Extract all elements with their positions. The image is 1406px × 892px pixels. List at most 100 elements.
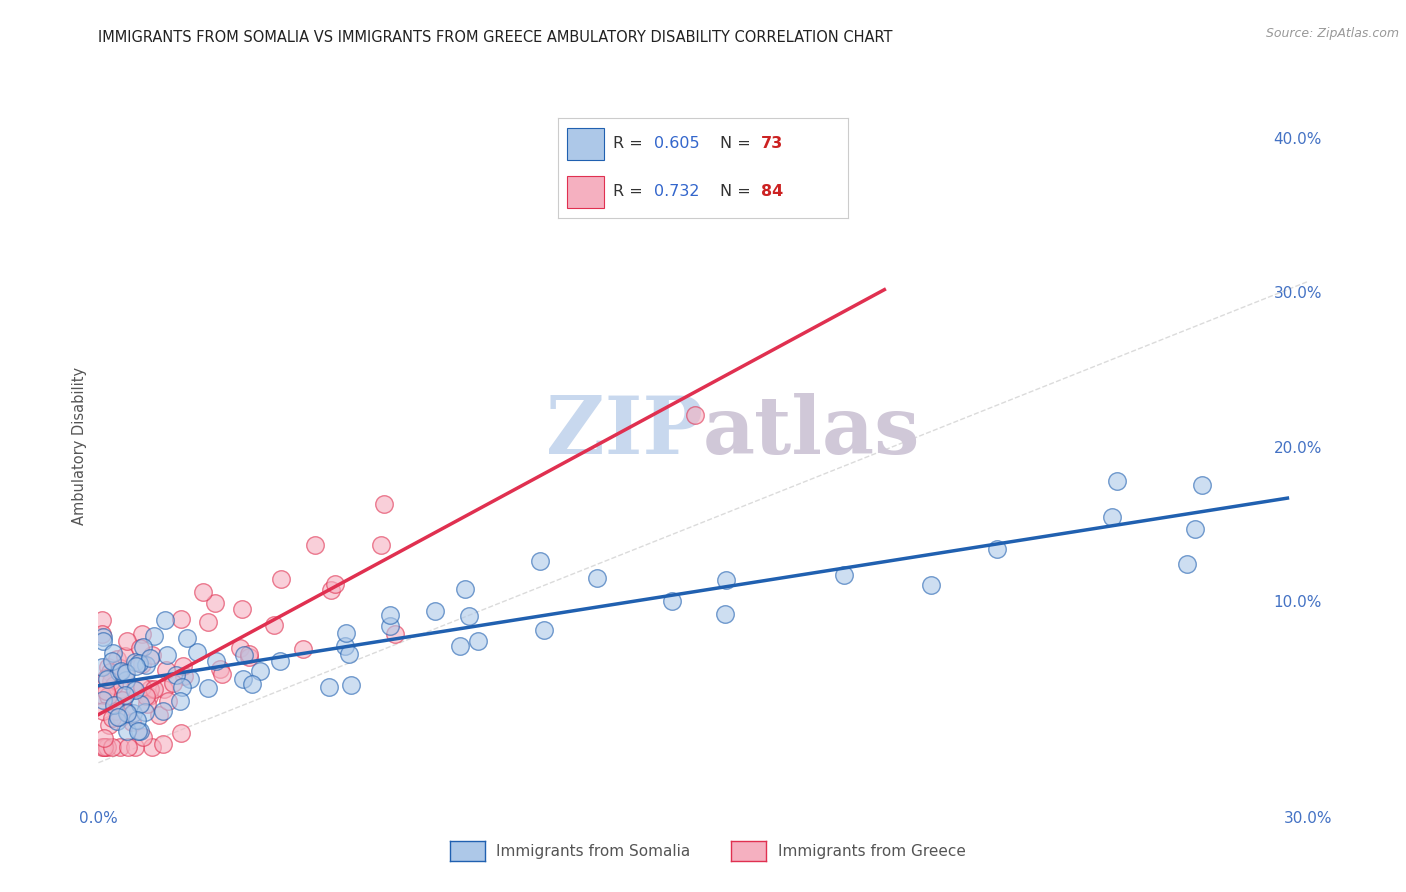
Point (170, 732, 193, 747)
Point (232, 671, 254, 685)
Point (191, 717, 214, 731)
Text: Immigrants from Greece: Immigrants from Greece (778, 845, 966, 859)
Text: 0.732: 0.732 (654, 184, 699, 199)
Point (176, 670, 198, 684)
Point (197, 677, 219, 691)
Point (240, 655, 263, 669)
Point (186, 688, 208, 702)
Point (191, 699, 214, 714)
Text: N =: N = (720, 184, 756, 199)
Point (173, 657, 195, 671)
Point (214, 732, 236, 747)
Point (177, 705, 200, 719)
Point (613, 571, 636, 585)
Point (169, 610, 191, 624)
Point (211, 677, 233, 691)
Point (195, 709, 218, 723)
Text: 73: 73 (761, 136, 783, 152)
Point (204, 654, 226, 668)
Point (302, 673, 325, 687)
Point (211, 684, 233, 698)
Point (295, 667, 318, 681)
Point (198, 732, 221, 747)
Point (224, 698, 246, 713)
Point (170, 732, 193, 747)
Point (247, 667, 270, 681)
Point (239, 720, 262, 734)
Text: 0.605: 0.605 (654, 136, 699, 152)
Point (202, 691, 225, 706)
Y-axis label: Ambulatory Disability: Ambulatory Disability (72, 371, 87, 530)
Point (468, 602, 491, 616)
Point (215, 677, 238, 691)
Point (186, 660, 208, 674)
Point (1083, 477, 1105, 491)
Point (294, 600, 316, 615)
Point (498, 607, 520, 622)
Point (328, 649, 350, 664)
Point (200, 717, 222, 731)
Point (180, 692, 202, 706)
Point (226, 645, 249, 659)
Point (270, 594, 292, 608)
Point (373, 675, 395, 690)
Point (259, 584, 281, 599)
Point (235, 664, 257, 678)
Point (191, 732, 214, 747)
Point (179, 692, 201, 706)
Point (311, 660, 333, 674)
Point (184, 657, 207, 671)
Point (263, 613, 285, 627)
Point (201, 652, 224, 666)
Point (491, 636, 513, 650)
Point (391, 643, 413, 657)
Point (190, 668, 212, 682)
Point (190, 662, 212, 676)
Point (198, 655, 221, 669)
Point (226, 689, 249, 703)
Point (169, 698, 191, 713)
Point (208, 684, 231, 698)
Point (730, 572, 752, 586)
Bar (567, 176, 605, 208)
Point (204, 675, 226, 690)
Point (419, 539, 441, 553)
Point (225, 611, 247, 625)
Point (169, 624, 191, 639)
Point (378, 576, 401, 591)
Text: 84: 84 (761, 184, 783, 199)
Point (219, 703, 242, 717)
Point (169, 732, 191, 747)
Point (211, 647, 233, 661)
Point (177, 732, 200, 747)
Point (172, 667, 194, 681)
Point (174, 712, 197, 726)
Text: N =: N = (720, 136, 756, 152)
Point (242, 665, 264, 679)
Point (222, 731, 245, 745)
Point (567, 621, 589, 635)
Point (299, 646, 322, 660)
Point (184, 732, 207, 747)
Text: R =: R = (613, 184, 648, 199)
Point (253, 641, 276, 656)
Text: Immigrants from Somalia: Immigrants from Somalia (496, 845, 690, 859)
Point (562, 554, 585, 568)
Point (202, 638, 225, 652)
Point (190, 632, 212, 646)
Text: atlas: atlas (721, 398, 938, 475)
Point (1078, 512, 1101, 526)
Point (1153, 524, 1175, 538)
Point (422, 500, 444, 514)
Point (495, 581, 517, 595)
Point (387, 635, 409, 649)
Point (205, 723, 228, 738)
Point (915, 577, 938, 591)
Point (205, 636, 228, 650)
Point (173, 667, 195, 681)
Point (169, 724, 191, 739)
Point (177, 650, 200, 665)
Point (169, 631, 191, 645)
Point (197, 652, 219, 666)
Point (174, 661, 197, 675)
